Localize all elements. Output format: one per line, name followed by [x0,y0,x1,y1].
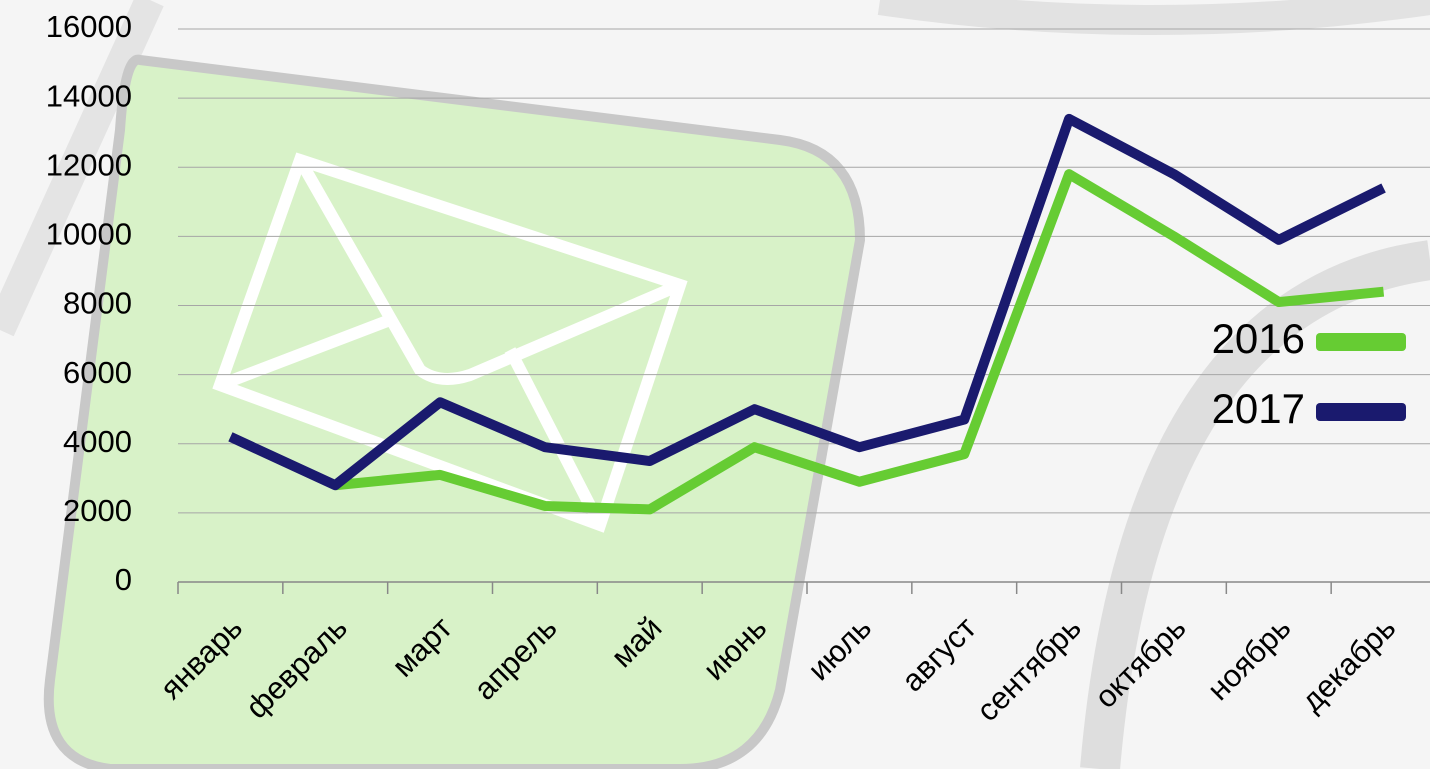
y-tick-label: 10000 [46,217,132,252]
y-tick-label: 16000 [46,9,132,44]
legend-label: 2016 [1212,315,1305,362]
y-tick-label: 2000 [63,493,132,528]
page: {"chart_data": {"type": "line", "categor… [0,0,1430,769]
y-tick-label: 4000 [63,424,132,459]
legend-swatch [1316,403,1406,421]
chart: 0200040006000800010000120001400016000янв… [0,0,1430,769]
y-tick-label: 12000 [46,147,132,182]
y-tick-label: 0 [115,562,132,597]
y-tick-label: 6000 [63,355,132,390]
y-tick-label: 8000 [63,286,132,321]
y-tick-label: 14000 [46,78,132,113]
legend-swatch [1316,333,1406,351]
legend-label: 2017 [1212,385,1305,432]
